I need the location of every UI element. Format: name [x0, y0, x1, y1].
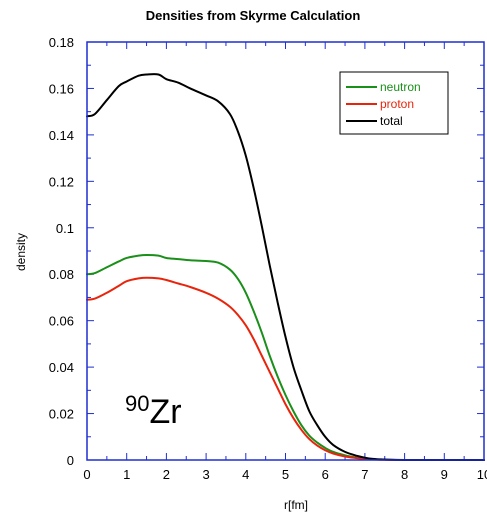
y-axis-label: density: [14, 233, 28, 271]
y-tick-label: 0.08: [49, 267, 74, 282]
y-tick-label: 0.16: [49, 81, 74, 96]
x-tick-label: 10: [477, 467, 487, 482]
y-tick-label: 0.02: [49, 407, 74, 422]
series-lines: [86, 73, 485, 462]
mass-number: 90: [125, 391, 149, 416]
legend-label-total: total: [380, 114, 403, 128]
x-tick-label: 3: [202, 467, 209, 482]
y-tick-label: 0.14: [49, 128, 74, 143]
x-tick-label: 5: [282, 467, 289, 482]
series-line-neutron: [86, 253, 485, 462]
x-tick-label: 0: [83, 467, 90, 482]
nucleus-annotation: 90Zr: [125, 391, 182, 431]
element-symbol: Zr: [149, 393, 181, 431]
x-tick-label: 8: [401, 467, 408, 482]
plot-frame: [86, 41, 485, 461]
series-line-total: [86, 73, 485, 462]
axis-ticks: 0 1 2 3 4 5 6 7 8 9 10 0 0.02 0.04 0.06 0.08 0.1 0.12 0.14…: [49, 35, 487, 482]
x-tick-label: 4: [242, 467, 249, 482]
x-tick-label: 2: [163, 467, 170, 482]
x-axis-label: r[fm]: [284, 498, 308, 512]
x-tick-label: 6: [322, 467, 329, 482]
chart-title: Densities from Skyrme Calculation: [146, 8, 361, 23]
x-tick-label: 7: [361, 467, 368, 482]
y-tick-label: 0: [67, 453, 74, 468]
y-tick-label: 0.04: [49, 360, 74, 375]
y-tick-label: 0.12: [49, 174, 74, 189]
series-line-proton: [86, 276, 485, 462]
x-tick-label: 1: [123, 467, 130, 482]
legend-label-neutron: neutron: [380, 80, 421, 94]
y-tick-label: 0.18: [49, 35, 74, 50]
x-tick-label: 9: [441, 467, 448, 482]
y-tick-label: 0.1: [56, 221, 74, 236]
legend: neutron proton total: [339, 71, 449, 135]
y-tick-label: 0.06: [49, 314, 74, 329]
legend-label-proton: proton: [380, 97, 414, 111]
